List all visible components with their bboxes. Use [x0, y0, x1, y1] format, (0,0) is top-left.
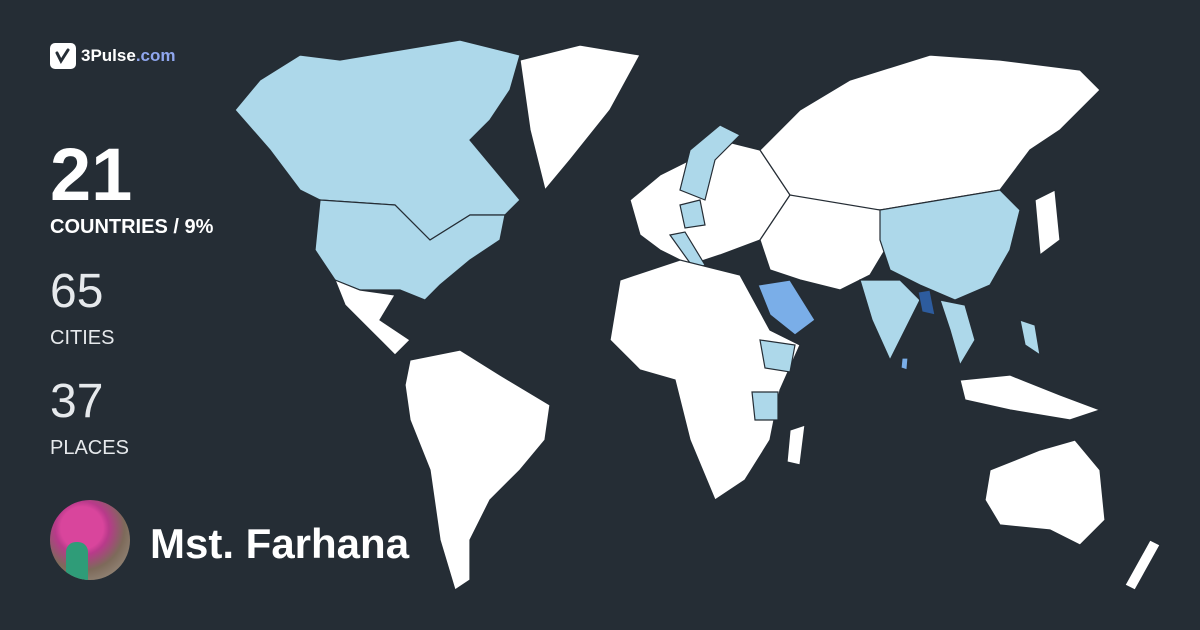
brand-domain: .com — [135, 46, 176, 65]
country-japan — [1034, 189, 1061, 257]
region-southeast-asia — [939, 299, 976, 367]
region-middle-asia — [759, 194, 886, 291]
region-africa — [609, 259, 801, 501]
country-ethiopia — [759, 339, 796, 373]
region-indonesia — [959, 374, 1102, 421]
country-kenya — [751, 391, 779, 421]
country-madagascar — [786, 424, 806, 466]
cities-count: 65 — [50, 265, 104, 318]
country-canada-alaska — [234, 39, 521, 241]
places-label: PLACES — [50, 437, 129, 459]
logo-check-icon — [50, 43, 76, 69]
country-greenland — [519, 44, 641, 192]
country-mexico — [333, 278, 411, 356]
user-name: Mst. Farhana — [150, 520, 410, 567]
countries-count: 21 — [50, 133, 133, 216]
region-australia — [984, 439, 1106, 546]
region-south-america — [404, 349, 551, 591]
brand-logo[interactable]: 3Pulse.com — [50, 43, 176, 69]
country-sri-lanka — [900, 357, 909, 371]
country-new-zealand — [1124, 539, 1161, 591]
countries-label: COUNTRIES / 9% — [50, 216, 214, 238]
places-count: 37 — [50, 375, 104, 428]
country-saudi-arabia — [757, 279, 816, 336]
region-russia — [759, 54, 1101, 211]
country-bangladesh — [917, 289, 936, 316]
cities-label: CITIES — [50, 327, 115, 349]
country-philippines — [1019, 319, 1041, 357]
country-scandinavia — [679, 124, 742, 201]
avatar — [50, 500, 130, 580]
country-india — [859, 279, 921, 362]
country-china — [879, 189, 1021, 301]
country-germany — [679, 199, 706, 229]
brand-name: 3Pulse — [81, 46, 136, 65]
country-italy — [668, 231, 706, 271]
